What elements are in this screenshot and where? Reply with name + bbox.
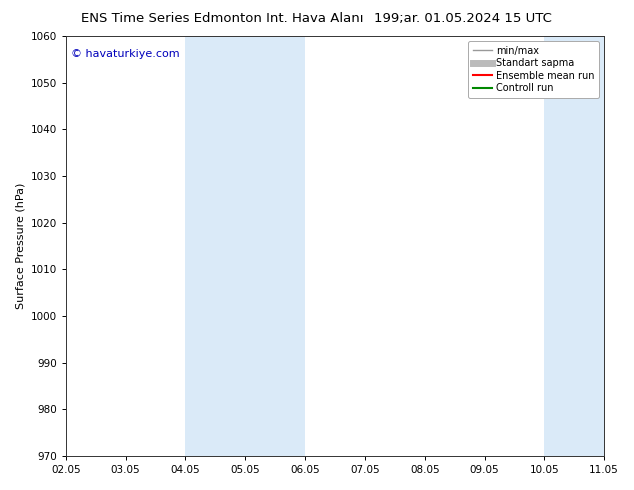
Bar [186,36,305,456]
Bar [545,36,634,456]
Text: ENS Time Series Edmonton Int. Hava Alanı: ENS Time Series Edmonton Int. Hava Alanı [81,12,363,25]
Text: © havaturkiye.com: © havaturkiye.com [71,49,180,59]
Y-axis label: Surface Pressure (hPa): Surface Pressure (hPa) [15,183,25,309]
Legend: min/max, Standart sapma, Ensemble mean run, Controll run: min/max, Standart sapma, Ensemble mean r… [468,41,599,98]
Text: 199;ar. 01.05.2024 15 UTC: 199;ar. 01.05.2024 15 UTC [374,12,552,25]
